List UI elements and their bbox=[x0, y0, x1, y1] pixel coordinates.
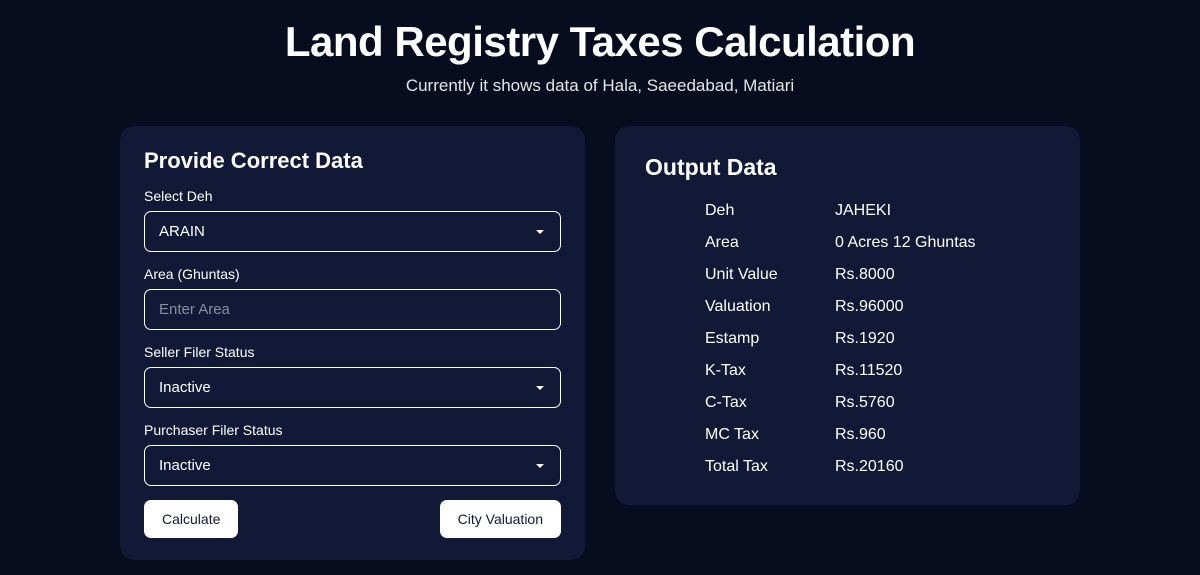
button-row: Calculate City Valuation bbox=[144, 500, 561, 538]
page-header: Land Registry Taxes Calculation Currentl… bbox=[0, 0, 1200, 126]
output-row-estamp: Estamp Rs.1920 bbox=[705, 323, 1050, 355]
output-value: 0 Acres 12 Ghuntas bbox=[835, 234, 1050, 252]
field-purchaser-status: Purchaser Filer Status Inactive bbox=[144, 422, 561, 486]
output-table: Deh JAHEKI Area 0 Acres 12 Ghuntas Unit … bbox=[645, 195, 1050, 483]
output-row-deh: Deh JAHEKI bbox=[705, 195, 1050, 227]
page-title: Land Registry Taxes Calculation bbox=[0, 18, 1200, 66]
field-seller-status: Seller Filer Status Inactive bbox=[144, 344, 561, 408]
output-value: Rs.1920 bbox=[835, 330, 1050, 348]
output-row-mc-tax: MC Tax Rs.960 bbox=[705, 419, 1050, 451]
output-key: Area bbox=[705, 234, 835, 252]
city-valuation-button[interactable]: City Valuation bbox=[440, 500, 561, 538]
output-key: Total Tax bbox=[705, 458, 835, 476]
output-key: Deh bbox=[705, 202, 835, 220]
output-row-area: Area 0 Acres 12 Ghuntas bbox=[705, 227, 1050, 259]
output-value: JAHEKI bbox=[835, 202, 1050, 220]
label-area: Area (Ghuntas) bbox=[144, 266, 561, 282]
input-card-title: Provide Correct Data bbox=[144, 148, 561, 174]
field-select-deh: Select Deh ARAIN bbox=[144, 188, 561, 252]
output-value: Rs.11520 bbox=[835, 362, 1050, 380]
output-value: Rs.5760 bbox=[835, 394, 1050, 412]
calculate-button[interactable]: Calculate bbox=[144, 500, 238, 538]
label-purchaser-status: Purchaser Filer Status bbox=[144, 422, 561, 438]
output-row-unit-value: Unit Value Rs.8000 bbox=[705, 259, 1050, 291]
input-area[interactable] bbox=[144, 289, 561, 330]
output-value: Rs.960 bbox=[835, 426, 1050, 444]
output-card: Output Data Deh JAHEKI Area 0 Acres 12 G… bbox=[615, 126, 1080, 505]
output-key: Valuation bbox=[705, 298, 835, 316]
select-seller-status[interactable]: Inactive bbox=[144, 367, 561, 408]
output-row-c-tax: C-Tax Rs.5760 bbox=[705, 387, 1050, 419]
select-purchaser-status[interactable]: Inactive bbox=[144, 445, 561, 486]
output-value: Rs.8000 bbox=[835, 266, 1050, 284]
output-row-k-tax: K-Tax Rs.11520 bbox=[705, 355, 1050, 387]
output-value: Rs.96000 bbox=[835, 298, 1050, 316]
output-row-total-tax: Total Tax Rs.20160 bbox=[705, 451, 1050, 483]
output-key: Unit Value bbox=[705, 266, 835, 284]
output-card-title: Output Data bbox=[645, 154, 1050, 181]
output-key: C-Tax bbox=[705, 394, 835, 412]
input-card: Provide Correct Data Select Deh ARAIN Ar… bbox=[120, 126, 585, 560]
label-seller-status: Seller Filer Status bbox=[144, 344, 561, 360]
content-row: Provide Correct Data Select Deh ARAIN Ar… bbox=[0, 126, 1200, 560]
field-area: Area (Ghuntas) bbox=[144, 266, 561, 330]
label-select-deh: Select Deh bbox=[144, 188, 561, 204]
output-key: Estamp bbox=[705, 330, 835, 348]
output-key: K-Tax bbox=[705, 362, 835, 380]
output-row-valuation: Valuation Rs.96000 bbox=[705, 291, 1050, 323]
output-key: MC Tax bbox=[705, 426, 835, 444]
page-subtitle: Currently it shows data of Hala, Saeedab… bbox=[0, 76, 1200, 96]
output-value: Rs.20160 bbox=[835, 458, 1050, 476]
select-deh[interactable]: ARAIN bbox=[144, 211, 561, 252]
